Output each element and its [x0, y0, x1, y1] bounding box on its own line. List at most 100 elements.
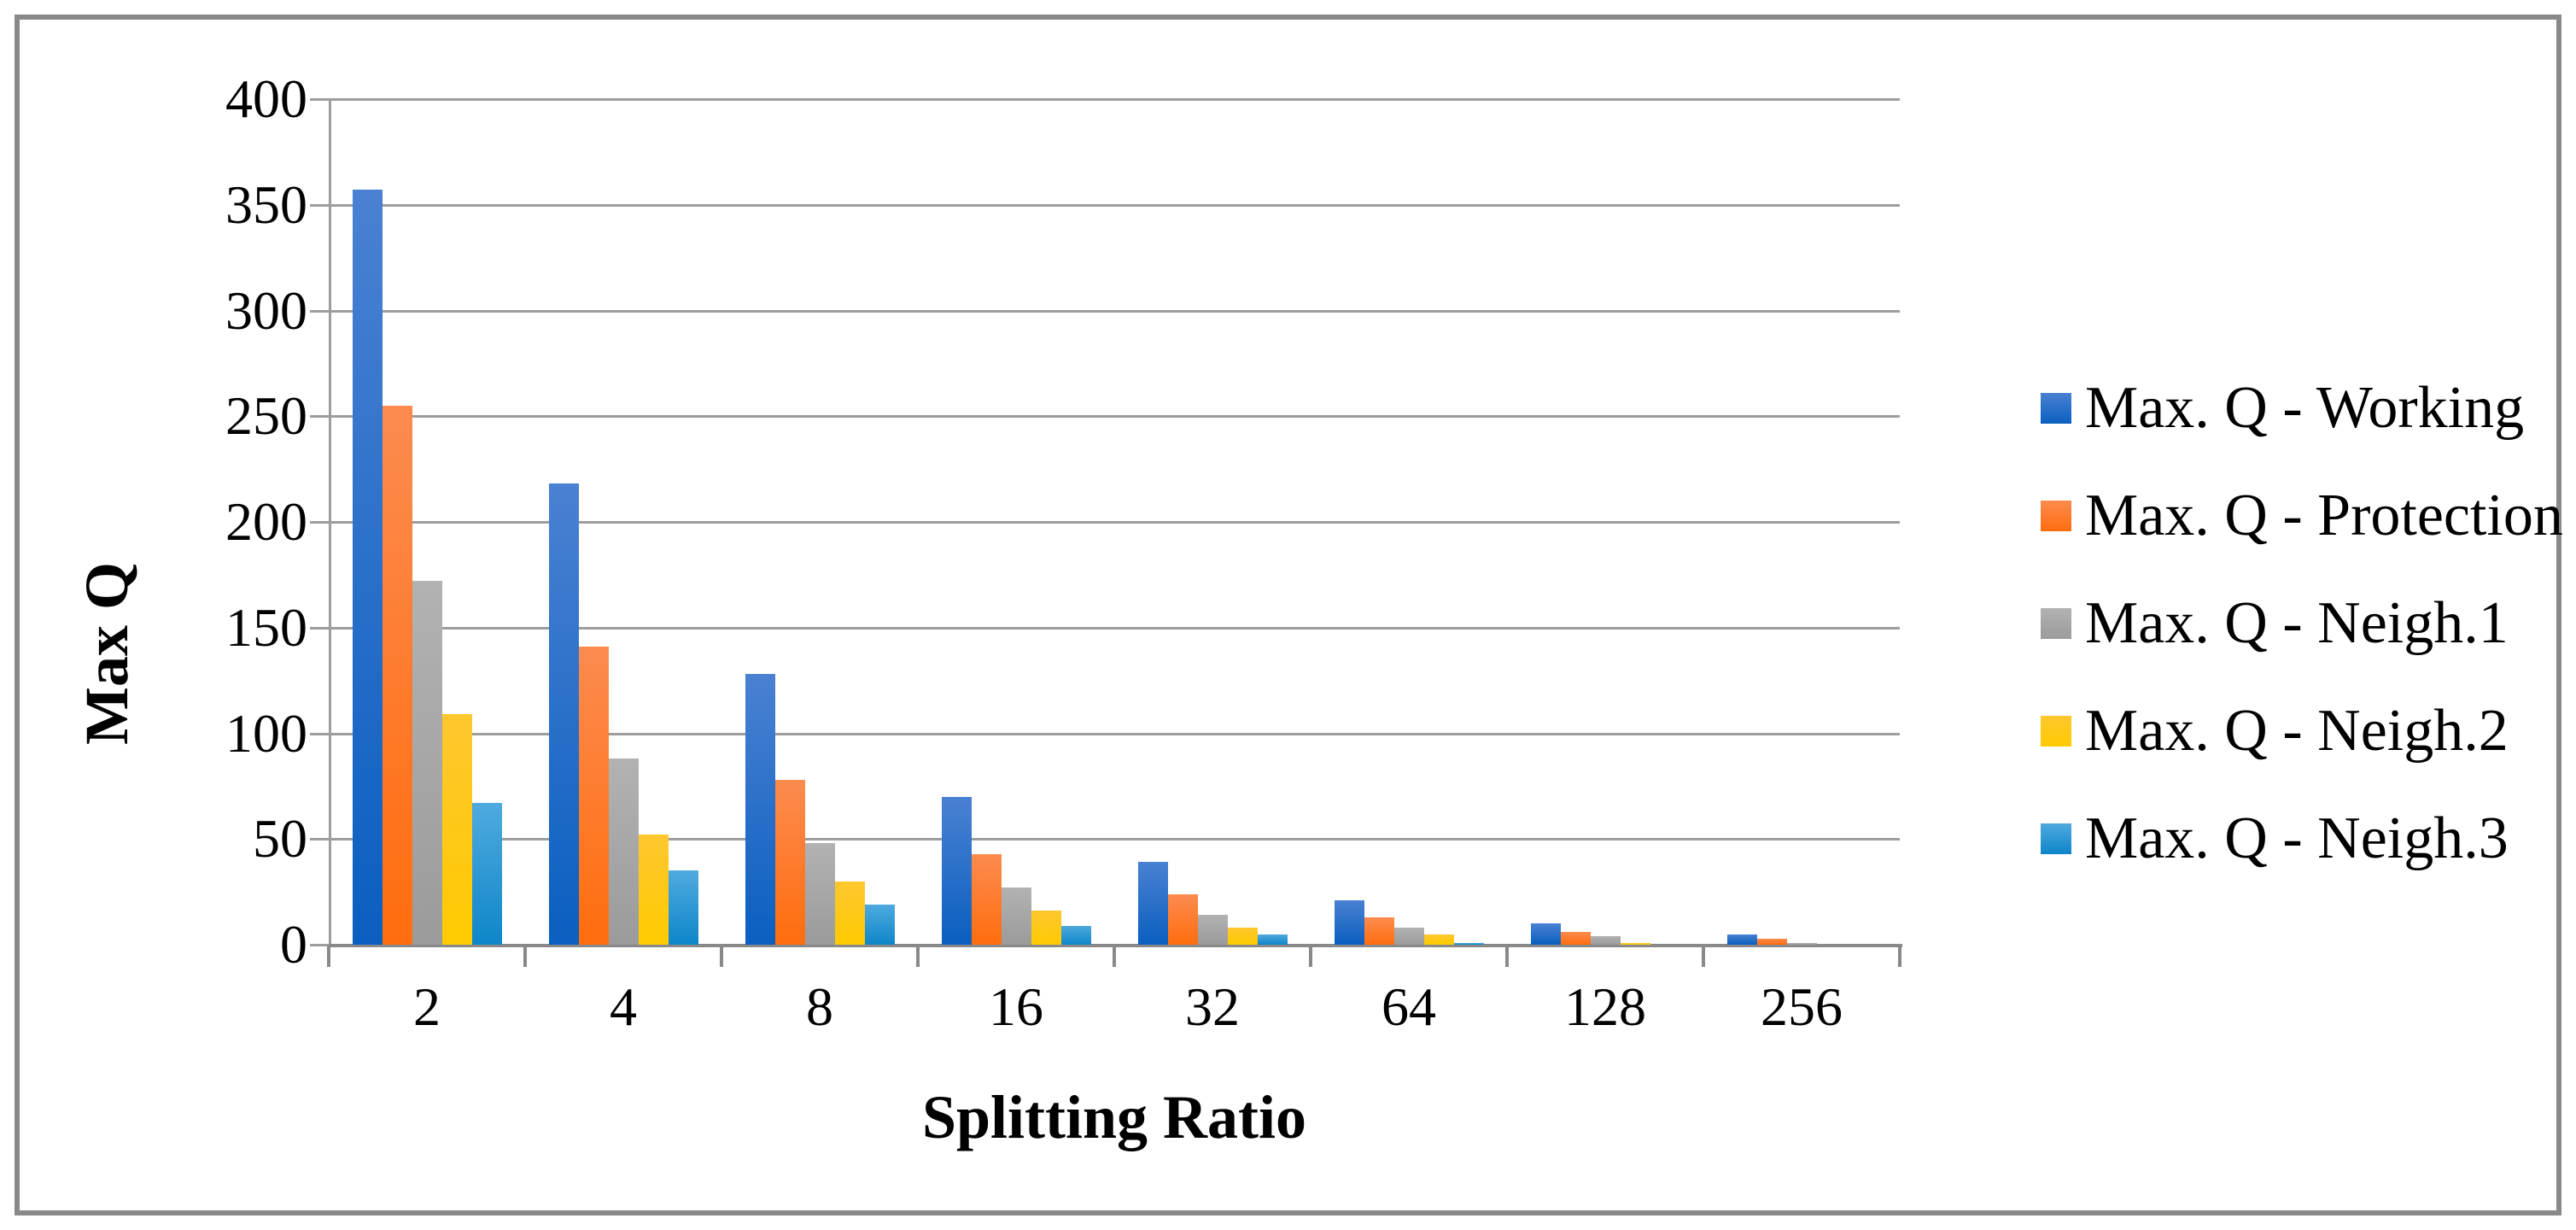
y-tick-mark-50	[310, 838, 329, 841]
bar-4-series-0	[548, 483, 579, 945]
x-tick-mark-3	[916, 946, 920, 967]
x-tick-label-128: 128	[1564, 976, 1646, 1037]
gridline-300	[329, 309, 1900, 313]
x-tick-mark-5	[1309, 946, 1312, 967]
bar-8-series-2	[804, 843, 835, 945]
bar-4-series-1	[578, 647, 609, 945]
bar-4-series-3	[638, 835, 669, 945]
y-tick-label-350: 350	[225, 173, 307, 235]
legend-item-4: Max. Q - Neigh.3	[2041, 809, 2509, 869]
bar-32-series-3	[1227, 928, 1258, 945]
bar-256-series-1	[1756, 939, 1787, 945]
gridline-100	[329, 732, 1900, 735]
bar-8-series-3	[834, 882, 865, 945]
x-tick-mark-6	[1505, 946, 1509, 967]
bar-64-series-0	[1334, 900, 1364, 945]
legend-item-2: Max. Q - Neigh.1	[2041, 594, 2509, 653]
bar-128-series-3	[1620, 943, 1650, 945]
bar-256-series-2	[1786, 943, 1817, 945]
legend-swatch-icon	[2041, 501, 2071, 531]
bar-4-series-2	[608, 758, 639, 945]
y-tick-label-400: 400	[225, 68, 307, 129]
gridline-150	[329, 626, 1900, 630]
legend-label: Max. Q - Protection	[2085, 483, 2563, 548]
y-tick-label-250: 250	[225, 385, 307, 447]
bar-2-series-3	[441, 714, 472, 945]
bar-32-series-1	[1167, 894, 1198, 945]
x-tick-mark-8	[1898, 946, 1901, 967]
bar-2-series-4	[471, 803, 502, 945]
gridline-50	[329, 838, 1900, 841]
legend-item-3: Max. Q - Neigh.2	[2041, 701, 2509, 761]
x-axis-line	[329, 944, 1902, 947]
x-tick-label-2: 2	[413, 976, 441, 1037]
y-tick-label-150: 150	[225, 596, 307, 658]
bar-8-series-4	[864, 905, 895, 945]
legend-label: Max. Q - Neigh.3	[2085, 805, 2509, 871]
bar-256-series-0	[1726, 934, 1757, 945]
bar-64-series-2	[1393, 928, 1424, 945]
bar-32-series-2	[1197, 915, 1228, 945]
y-tick-mark-300	[310, 309, 329, 313]
y-tick-mark-0	[310, 944, 329, 946]
bar-128-series-0	[1530, 923, 1561, 945]
legend-label: Max. Q - Working	[2085, 375, 2525, 441]
bar-64-series-3	[1423, 934, 1454, 945]
x-tick-mark-1	[523, 946, 527, 967]
y-axis-line	[329, 99, 331, 945]
gridline-250	[329, 415, 1900, 419]
bar-16-series-1	[971, 854, 1002, 945]
bar-32-series-0	[1137, 862, 1168, 945]
y-tick-label-50: 50	[253, 808, 307, 870]
y-tick-mark-250	[310, 415, 329, 419]
bar-2-series-1	[382, 406, 412, 945]
bar-16-series-4	[1060, 926, 1091, 945]
x-tick-label-8: 8	[806, 976, 833, 1037]
x-tick-label-256: 256	[1761, 976, 1843, 1037]
legend-item-0: Max. Q - Working	[2041, 378, 2524, 438]
bar-64-series-1	[1364, 917, 1394, 945]
x-tick-label-4: 4	[610, 976, 637, 1037]
x-tick-label-32: 32	[1185, 976, 1240, 1037]
bar-32-series-4	[1257, 934, 1288, 945]
gridline-400	[329, 98, 1900, 101]
gridline-350	[329, 203, 1900, 207]
bar-4-series-4	[668, 870, 698, 945]
y-tick-label-200: 200	[225, 491, 307, 552]
legend-label: Max. Q - Neigh.1	[2085, 590, 2509, 656]
legend-swatch-icon	[2041, 608, 2071, 639]
x-tick-mark-7	[1702, 946, 1705, 967]
figure-border	[15, 15, 2561, 1215]
y-tick-mark-150	[310, 626, 329, 630]
y-tick-label-0: 0	[280, 914, 307, 975]
bar-8-series-1	[774, 780, 805, 945]
x-tick-mark-2	[720, 946, 723, 967]
bar-2-series-2	[412, 581, 442, 945]
y-tick-mark-400	[310, 98, 329, 101]
legend-swatch-icon	[2041, 393, 2071, 424]
legend-label: Max. Q - Neigh.2	[2085, 698, 2509, 764]
bar-16-series-2	[1001, 887, 1031, 945]
y-tick-label-100: 100	[225, 702, 307, 764]
x-tick-mark-0	[327, 946, 330, 967]
y-axis-title: Max Q	[73, 562, 141, 745]
x-tick-label-64: 64	[1381, 976, 1436, 1037]
bar-16-series-0	[941, 797, 972, 945]
bar-8-series-0	[745, 674, 775, 945]
x-tick-mark-4	[1113, 946, 1116, 967]
y-tick-mark-100	[310, 732, 329, 735]
bar-2-series-0	[352, 190, 383, 945]
x-axis-title: Splitting Ratio	[921, 1083, 1307, 1151]
bar-16-series-3	[1031, 911, 1061, 945]
x-tick-label-16: 16	[989, 976, 1043, 1037]
legend-swatch-icon	[2041, 823, 2071, 854]
y-tick-label-300: 300	[225, 279, 307, 341]
y-tick-mark-350	[310, 203, 329, 207]
gridline-200	[329, 521, 1900, 524]
legend-swatch-icon	[2041, 716, 2071, 747]
bar-64-series-4	[1453, 943, 1484, 945]
legend-item-1: Max. Q - Protection	[2041, 486, 2563, 546]
bar-128-series-1	[1560, 932, 1591, 945]
y-tick-mark-200	[310, 521, 329, 524]
